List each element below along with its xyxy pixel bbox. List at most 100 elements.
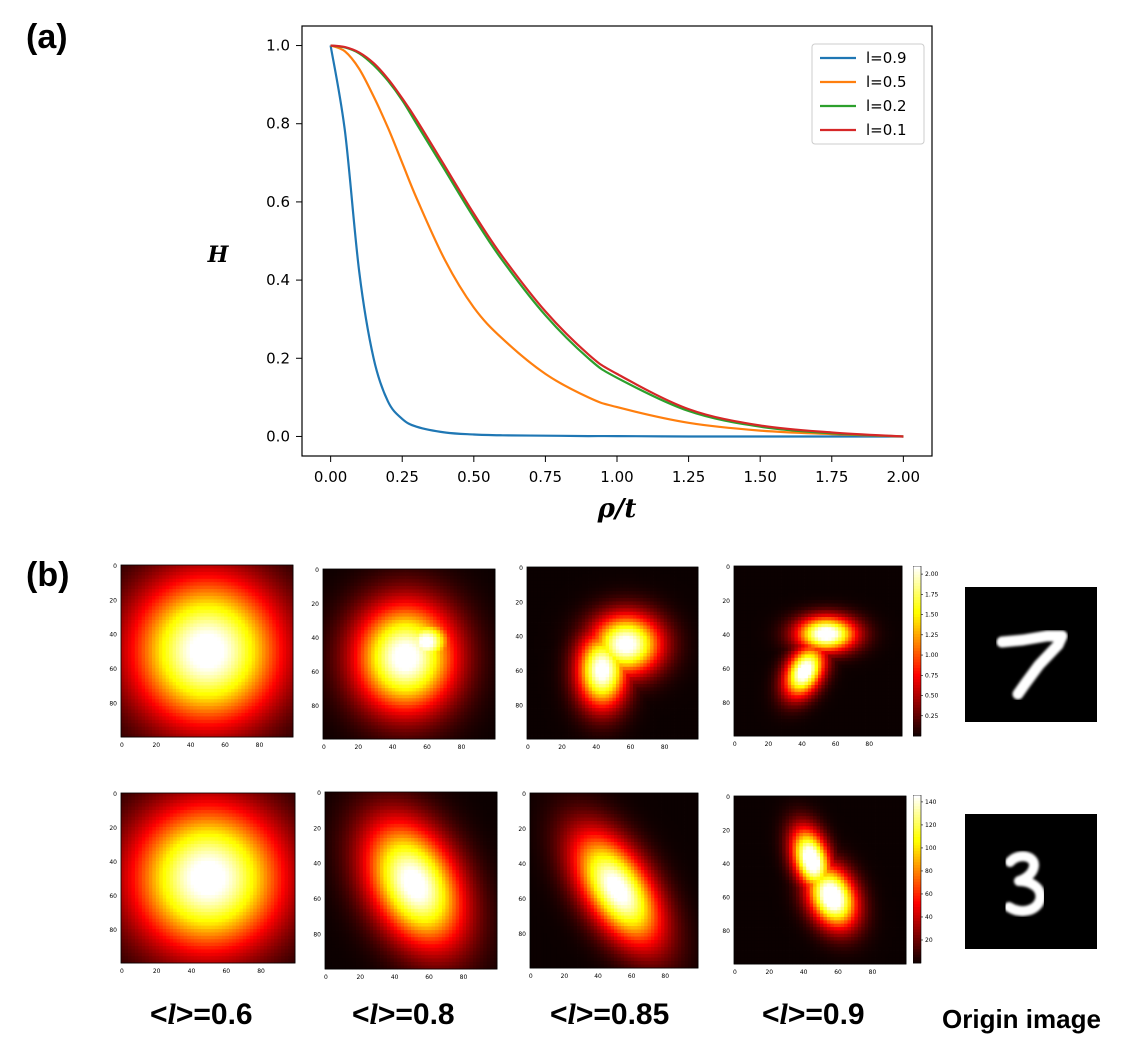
heat-cell xyxy=(336,657,341,662)
heat-cell xyxy=(450,681,455,685)
heat-cell xyxy=(265,606,270,611)
heat-cell xyxy=(343,606,348,611)
heat-cell xyxy=(481,606,486,611)
heat-cell xyxy=(470,592,475,597)
heat-cell xyxy=(481,725,486,730)
heat-cell xyxy=(176,626,180,631)
heat-cell xyxy=(172,602,177,607)
heat-cell xyxy=(179,582,184,587)
heat-cell xyxy=(353,603,358,607)
heat-cell xyxy=(210,719,215,724)
heat-cell xyxy=(343,732,348,736)
heat-cell xyxy=(439,633,444,638)
heat-cell xyxy=(464,620,468,624)
heat-cell xyxy=(350,660,355,665)
heat-cell xyxy=(165,733,170,738)
heat-cell xyxy=(384,603,389,607)
heat-cell xyxy=(378,582,382,587)
heat-cell xyxy=(162,685,167,690)
heat-cell xyxy=(193,675,198,679)
heat-cell xyxy=(148,575,153,580)
heat-cell xyxy=(151,578,156,583)
heat-cell xyxy=(364,633,369,638)
heat-cell xyxy=(343,603,348,607)
heat-cell xyxy=(231,716,235,721)
heat-cell xyxy=(433,718,437,723)
heat-cell xyxy=(350,572,355,577)
heat-cell xyxy=(158,678,163,683)
heat-cell xyxy=(470,691,475,696)
heat-cell xyxy=(241,565,246,569)
heat-cell xyxy=(179,709,184,714)
heat-cell xyxy=(231,616,235,621)
heat-cell xyxy=(224,571,229,576)
heat-cell xyxy=(381,630,386,634)
heat-cell xyxy=(422,715,427,719)
heat-cell xyxy=(340,660,345,665)
heat-cell xyxy=(364,671,369,675)
heat-cell xyxy=(255,723,259,728)
heat-cell xyxy=(484,725,489,730)
heat-cell xyxy=(282,651,287,655)
heat-cell xyxy=(439,735,444,740)
heat-cell xyxy=(189,620,194,624)
heat-cell xyxy=(158,719,163,724)
heat-cell xyxy=(481,732,486,736)
heat-cell xyxy=(176,606,180,611)
heat-cell xyxy=(234,606,239,611)
heat-cell xyxy=(176,640,180,645)
heat-cell xyxy=(268,695,273,700)
heat-cell xyxy=(127,630,132,635)
heat-cell xyxy=(244,730,249,734)
heat-cell xyxy=(467,681,472,685)
heat-cell xyxy=(450,616,455,621)
heat-cell xyxy=(234,620,239,624)
heat-cell xyxy=(419,735,424,740)
heat-cell xyxy=(286,637,290,642)
heat-cell xyxy=(360,667,365,672)
heat-cell xyxy=(467,633,472,638)
heat-cell xyxy=(340,718,345,723)
heat-cell xyxy=(353,626,358,631)
heat-cell xyxy=(419,637,424,641)
heat-cell xyxy=(196,695,201,700)
heat-cell xyxy=(450,657,455,662)
heat-cell xyxy=(443,582,448,587)
heat-cell xyxy=(213,599,218,604)
heat-cell xyxy=(141,578,146,583)
heat-cell xyxy=(148,726,153,731)
heat-cell xyxy=(231,595,235,600)
heat-cell xyxy=(169,602,173,607)
heat-cell xyxy=(433,637,437,641)
heat-cell xyxy=(329,718,334,723)
heat-cell xyxy=(237,692,242,697)
heat-cell xyxy=(336,694,341,699)
heat-cell xyxy=(347,623,351,628)
heat-cell xyxy=(364,609,369,614)
heat-cell xyxy=(231,699,235,703)
heat-cell xyxy=(207,568,211,573)
heat-cell xyxy=(248,712,253,717)
heat-cell xyxy=(453,708,458,713)
heat-cell xyxy=(419,671,424,675)
heat-cell xyxy=(138,578,143,583)
heat-cell xyxy=(384,657,389,662)
heat-cell xyxy=(244,640,249,645)
heat-cell xyxy=(155,675,160,679)
heat-cell xyxy=(151,675,156,679)
heat-cell xyxy=(268,640,273,645)
heat-cell xyxy=(433,667,437,672)
heat-cell xyxy=(436,647,441,651)
heat-cell xyxy=(162,733,167,738)
heat-cell xyxy=(453,728,458,733)
series-line-0 xyxy=(329,45,904,438)
heat-cell xyxy=(155,651,160,655)
heat-cell xyxy=(391,698,396,702)
heat-cell xyxy=(282,712,287,717)
heat-cell xyxy=(286,609,290,614)
heat-cell xyxy=(326,681,331,685)
heat-cell xyxy=(193,695,198,700)
heat-cell xyxy=(429,732,434,736)
heat-cell xyxy=(241,578,246,583)
heat-cell xyxy=(234,595,239,600)
